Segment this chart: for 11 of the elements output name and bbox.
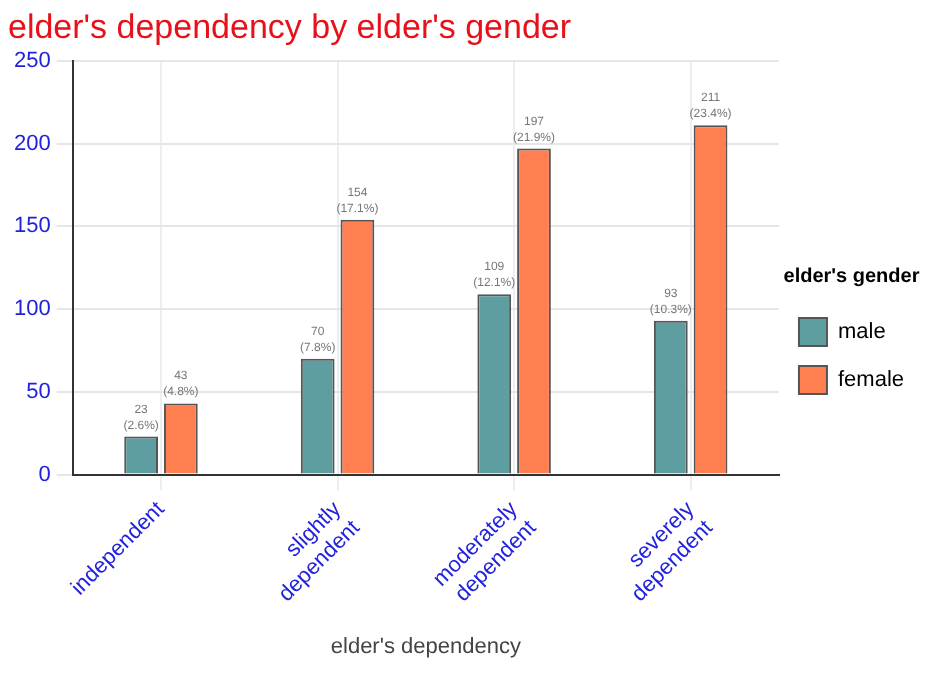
legend-title: elder's gender [783, 265, 920, 288]
y-tick-label: 250 [13, 48, 51, 73]
y-tick-label: 0 [38, 462, 51, 487]
y-tick-label: 200 [13, 131, 51, 156]
y-tick-label: 150 [13, 214, 51, 239]
x-axis-title: elder's dependency [330, 634, 522, 659]
legend-label: female [837, 368, 905, 393]
legend-label: male [837, 320, 886, 345]
y-tick-label: 100 [13, 297, 51, 322]
y-tick-label: 50 [26, 379, 51, 404]
chart-title: elder's dependency by elder's gender [8, 7, 572, 46]
